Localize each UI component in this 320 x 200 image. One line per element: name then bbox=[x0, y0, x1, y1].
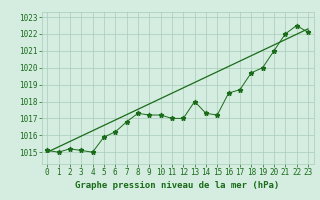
X-axis label: Graphe pression niveau de la mer (hPa): Graphe pression niveau de la mer (hPa) bbox=[76, 181, 280, 190]
